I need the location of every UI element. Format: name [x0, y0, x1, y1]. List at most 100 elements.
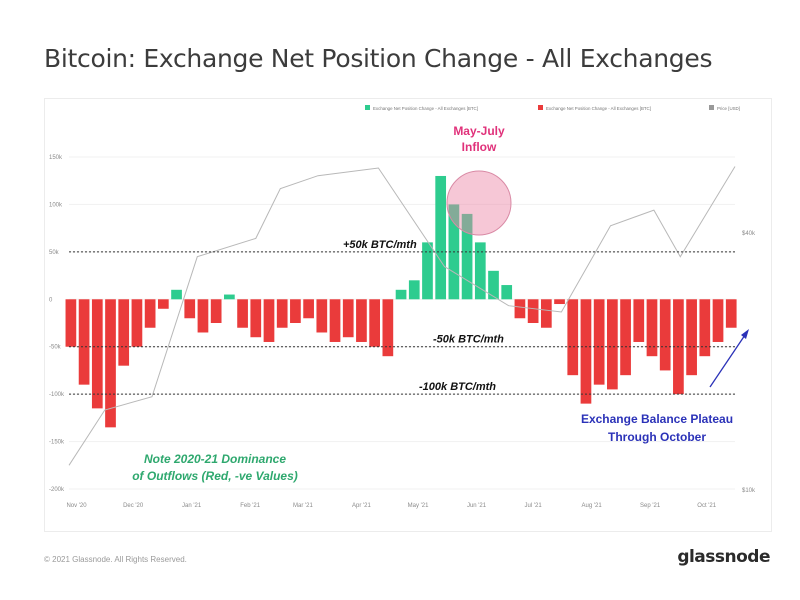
outflow-bar	[237, 299, 248, 328]
inflow-bar	[488, 270, 499, 300]
outflow-bar	[659, 299, 671, 371]
annotation-dominance: Note 2020-21 Dominance	[144, 452, 286, 466]
outflow-bar	[342, 299, 354, 338]
x-tick-label: Aug '21	[582, 503, 603, 509]
x-tick-label: Dec '20	[123, 503, 144, 509]
outflow-bar	[184, 299, 196, 319]
legend-swatch	[709, 105, 714, 110]
legend-label: Price [USD]	[717, 106, 740, 111]
outflow-bar	[369, 299, 380, 347]
y-tick-label: 0	[49, 297, 53, 303]
outflow-bar	[197, 299, 209, 333]
annotation-may-july: May-July	[453, 124, 505, 138]
x-axis: Nov '20 Dec '20 Jan '21 Feb '21 Mar '21 Apr '…	[66, 503, 716, 509]
outflow-bar	[65, 299, 77, 347]
outflow-bar	[712, 299, 724, 342]
y-tick-label: 100k	[49, 202, 63, 208]
outflow-bar	[210, 299, 222, 323]
chart-svg: Exchange Net Position Change - All Excha…	[49, 105, 756, 509]
reference-label: +50k BTC/mth	[343, 239, 417, 251]
outflow-bar	[157, 299, 169, 309]
x-tick-label: Jan '21	[182, 503, 202, 509]
outflow-bar	[263, 299, 275, 342]
x-tick-label: Jun '21	[467, 503, 487, 509]
outflow-bar	[699, 299, 711, 357]
y-tick-label-right: $10k	[742, 488, 756, 494]
annotation-outflows: of Outflows (Red, -ve Values)	[132, 469, 298, 483]
x-tick-label: Apr '21	[352, 503, 371, 509]
inflow-bar	[395, 289, 407, 300]
outflow-bar	[382, 299, 394, 357]
outflow-bar	[290, 299, 301, 323]
y-tick-label: -150k	[49, 440, 65, 446]
outflow-bar	[329, 299, 341, 342]
x-tick-label: Nov '20	[66, 503, 87, 509]
legend: Exchange Net Position Change - All Excha…	[365, 105, 740, 111]
y-tick-label: 50k	[49, 250, 60, 256]
y-tick-label: -50k	[49, 345, 62, 351]
inflow-bar	[422, 242, 433, 300]
outflow-bar	[78, 299, 90, 385]
y-tick-label: -100k	[49, 392, 65, 398]
bars	[65, 175, 737, 428]
outflow-bar	[131, 299, 143, 347]
reference-label: -100k BTC/mth	[419, 381, 496, 393]
y-tick-label-right: $40k	[742, 231, 756, 237]
legend-label: Exchange Net Position Change - All Excha…	[373, 106, 478, 111]
outflow-bar	[646, 299, 658, 357]
outflow-bar	[91, 299, 103, 409]
x-tick-label: Oct '21	[697, 503, 716, 509]
outflow-bar	[118, 299, 130, 366]
price-line	[68, 166, 736, 466]
reference-label: -50k BTC/mth	[433, 334, 504, 346]
outflow-bar	[514, 299, 526, 319]
legend-label: Exchange Net Position Change - All Excha…	[546, 106, 651, 111]
outflow-bar	[303, 299, 314, 319]
inflow-bar	[474, 242, 486, 300]
glassnode-logo: glassnode	[677, 547, 770, 567]
annotations: May-July Inflow Note 2020-21 Dominance of O…	[132, 124, 749, 483]
x-tick-label: Mar '21	[293, 503, 313, 509]
inflow-bar	[224, 294, 235, 300]
outflow-bar	[144, 299, 156, 328]
outflow-bar	[567, 299, 579, 376]
outflow-bar	[725, 299, 737, 328]
outflow-bar	[620, 299, 631, 376]
outflow-bar	[276, 299, 288, 328]
annotation-inflow: Inflow	[462, 140, 497, 154]
outflow-bar	[593, 299, 605, 385]
annotation-through-october: Through October	[608, 430, 706, 444]
y-axis-right: $40k $10k	[742, 231, 756, 494]
outflow-bar	[316, 299, 328, 333]
y-tick-label: 150k	[49, 155, 63, 161]
outflow-bar	[686, 299, 697, 376]
copyright-text: © 2021 Glassnode. All Rights Reserved.	[44, 555, 187, 564]
chart-frame: Exchange Net Position Change - All Excha…	[44, 98, 772, 532]
inflow-bar	[171, 289, 182, 300]
outflow-bar	[356, 299, 367, 342]
inflow-bar	[408, 280, 420, 300]
plateau-arrow-head	[741, 329, 749, 339]
outflow-bar	[250, 299, 262, 338]
inflow-bar	[435, 175, 447, 300]
inflow-bar	[501, 285, 513, 300]
x-tick-label: Jul '21	[525, 503, 543, 509]
outflow-bar	[540, 299, 552, 328]
outflow-bar	[527, 299, 539, 323]
outflow-bar	[607, 299, 618, 390]
reference-lines: +50k BTC/mth -50k BTC/mth -100k BTC/mth	[69, 239, 735, 395]
inflow-bar	[461, 213, 473, 300]
annotation-plateau: Exchange Balance Plateau	[581, 412, 733, 426]
legend-swatch	[538, 105, 543, 110]
x-tick-label: Sep '21	[640, 503, 661, 509]
price-line	[68, 166, 736, 466]
x-tick-label: May '21	[408, 503, 429, 509]
outflow-bar	[580, 299, 592, 404]
page-title: Bitcoin: Exchange Net Position Change - …	[44, 44, 713, 73]
outflow-bar	[554, 299, 565, 305]
x-tick-label: Feb '21	[240, 503, 260, 509]
y-axis-left: 150k 100k 50k 0 -50k -100k -150k -200k	[49, 155, 65, 493]
y-tick-label: -200k	[49, 487, 65, 493]
inflow-highlight-circle	[446, 170, 512, 236]
legend-swatch	[365, 105, 370, 110]
